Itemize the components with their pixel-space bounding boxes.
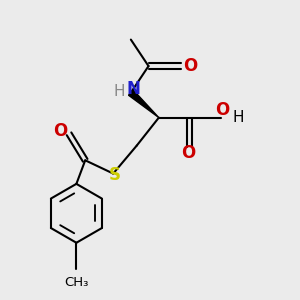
Text: H: H [114, 84, 125, 99]
Text: N: N [127, 80, 141, 98]
Text: CH₃: CH₃ [64, 276, 88, 289]
Text: S: S [109, 166, 121, 184]
Polygon shape [128, 90, 159, 118]
Text: O: O [215, 101, 229, 119]
Text: H: H [232, 110, 244, 125]
Text: O: O [181, 144, 195, 162]
Text: O: O [53, 122, 67, 140]
Text: O: O [183, 57, 197, 75]
